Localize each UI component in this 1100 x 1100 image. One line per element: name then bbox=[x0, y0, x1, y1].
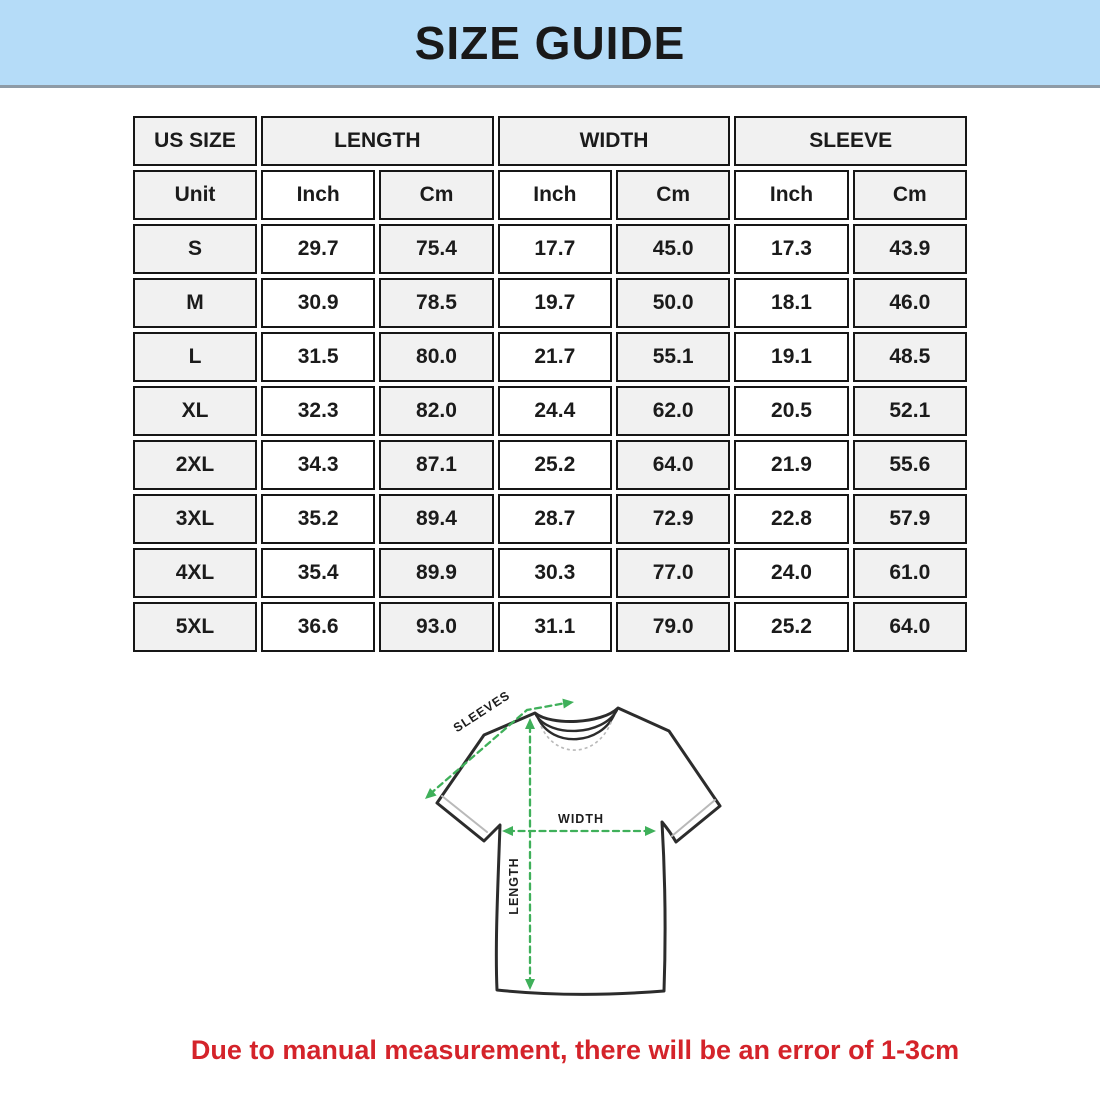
sleeve-seam-right bbox=[671, 799, 716, 837]
value-cell: 21.7 bbox=[497, 332, 612, 382]
table-row: 5XL 36.6 93.0 31.1 79.0 25.2 64.0 bbox=[133, 602, 967, 652]
size-cell: 4XL bbox=[133, 548, 257, 598]
sleeves-arrow bbox=[425, 698, 574, 799]
value-cell: 32.3 bbox=[261, 386, 376, 436]
width-arrow bbox=[502, 826, 656, 836]
value-cell: 55.6 bbox=[852, 440, 967, 490]
value-cell: 62.0 bbox=[615, 386, 731, 436]
value-cell: 30.9 bbox=[261, 278, 376, 328]
value-cell: 17.3 bbox=[734, 224, 849, 274]
table-row: XL 32.3 82.0 24.4 62.0 20.5 52.1 bbox=[133, 386, 967, 436]
page-title: SIZE GUIDE bbox=[414, 16, 686, 69]
size-cell: 3XL bbox=[133, 494, 257, 544]
value-cell: 79.0 bbox=[615, 602, 731, 652]
value-cell: 50.0 bbox=[615, 278, 731, 328]
unit-cell: Cm bbox=[615, 170, 731, 220]
value-cell: 52.1 bbox=[852, 386, 967, 436]
table-row: 3XL 35.2 89.4 28.7 72.9 22.8 57.9 bbox=[133, 494, 967, 544]
length-arrow bbox=[525, 718, 535, 990]
value-cell: 18.1 bbox=[734, 278, 849, 328]
value-cell: 80.0 bbox=[379, 332, 494, 382]
size-chart-table: US SIZE LENGTH WIDTH SLEEVE Unit Inch Cm… bbox=[129, 112, 971, 656]
value-cell: 82.0 bbox=[379, 386, 494, 436]
unit-cell: Unit bbox=[133, 170, 257, 220]
value-cell: 78.5 bbox=[379, 278, 494, 328]
value-cell: 64.0 bbox=[615, 440, 731, 490]
value-cell: 31.1 bbox=[497, 602, 612, 652]
column-header-width: WIDTH bbox=[497, 116, 731, 166]
value-cell: 31.5 bbox=[261, 332, 376, 382]
unit-cell: Cm bbox=[852, 170, 967, 220]
value-cell: 34.3 bbox=[261, 440, 376, 490]
size-guide-banner: SIZE GUIDE bbox=[0, 0, 1100, 88]
measurement-disclaimer: Due to manual measurement, there will be… bbox=[190, 1035, 960, 1065]
value-cell: 35.4 bbox=[261, 548, 376, 598]
value-cell: 45.0 bbox=[615, 224, 731, 274]
length-label: LENGTH bbox=[507, 857, 521, 914]
column-header-us-size: US SIZE bbox=[133, 116, 257, 166]
value-cell: 75.4 bbox=[379, 224, 494, 274]
size-cell: L bbox=[133, 332, 257, 382]
value-cell: 29.7 bbox=[261, 224, 376, 274]
collar-line bbox=[536, 711, 617, 741]
size-cell: S bbox=[133, 224, 257, 274]
value-cell: 24.0 bbox=[734, 548, 849, 598]
unit-row: Unit Inch Cm Inch Cm Inch Cm bbox=[133, 170, 967, 220]
value-cell: 25.2 bbox=[734, 602, 849, 652]
value-cell: 36.6 bbox=[261, 602, 376, 652]
width-label: WIDTH bbox=[558, 812, 604, 826]
unit-cell: Inch bbox=[734, 170, 849, 220]
value-cell: 35.2 bbox=[261, 494, 376, 544]
value-cell: 21.9 bbox=[734, 440, 849, 490]
column-header-length: LENGTH bbox=[261, 116, 494, 166]
tshirt-measurement-diagram: SLEEVES WIDTH LENGTH bbox=[425, 688, 722, 996]
value-cell: 24.4 bbox=[497, 386, 612, 436]
value-cell: 64.0 bbox=[852, 602, 967, 652]
size-cell: 5XL bbox=[133, 602, 257, 652]
table-row: S 29.7 75.4 17.7 45.0 17.3 43.9 bbox=[133, 224, 967, 274]
value-cell: 28.7 bbox=[497, 494, 612, 544]
value-cell: 77.0 bbox=[615, 548, 731, 598]
column-header-sleeve: SLEEVE bbox=[734, 116, 967, 166]
tshirt-outline bbox=[435, 706, 722, 996]
unit-cell: Cm bbox=[379, 170, 494, 220]
value-cell: 30.3 bbox=[497, 548, 612, 598]
size-cell: M bbox=[133, 278, 257, 328]
table-row: M 30.9 78.5 19.7 50.0 18.1 46.0 bbox=[133, 278, 967, 328]
value-cell: 46.0 bbox=[852, 278, 967, 328]
value-cell: 17.7 bbox=[497, 224, 612, 274]
value-cell: 48.5 bbox=[852, 332, 967, 382]
value-cell: 89.9 bbox=[379, 548, 494, 598]
table-row: 4XL 35.4 89.9 30.3 77.0 24.0 61.0 bbox=[133, 548, 967, 598]
value-cell: 72.9 bbox=[615, 494, 731, 544]
value-cell: 19.1 bbox=[734, 332, 849, 382]
value-cell: 89.4 bbox=[379, 494, 494, 544]
sleeve-seam-left bbox=[441, 795, 488, 833]
value-cell: 19.7 bbox=[497, 278, 612, 328]
value-cell: 22.8 bbox=[734, 494, 849, 544]
table-row: L 31.5 80.0 21.7 55.1 19.1 48.5 bbox=[133, 332, 967, 382]
value-cell: 43.9 bbox=[852, 224, 967, 274]
value-cell: 55.1 bbox=[615, 332, 731, 382]
size-cell: 2XL bbox=[133, 440, 257, 490]
collar-line bbox=[534, 708, 619, 733]
unit-cell: Inch bbox=[497, 170, 612, 220]
unit-cell: Inch bbox=[261, 170, 376, 220]
value-cell: 61.0 bbox=[852, 548, 967, 598]
value-cell: 25.2 bbox=[497, 440, 612, 490]
value-cell: 87.1 bbox=[379, 440, 494, 490]
group-header-row: US SIZE LENGTH WIDTH SLEEVE bbox=[133, 116, 967, 166]
value-cell: 57.9 bbox=[852, 494, 967, 544]
value-cell: 20.5 bbox=[734, 386, 849, 436]
value-cell: 93.0 bbox=[379, 602, 494, 652]
table-row: 2XL 34.3 87.1 25.2 64.0 21.9 55.6 bbox=[133, 440, 967, 490]
size-cell: XL bbox=[133, 386, 257, 436]
